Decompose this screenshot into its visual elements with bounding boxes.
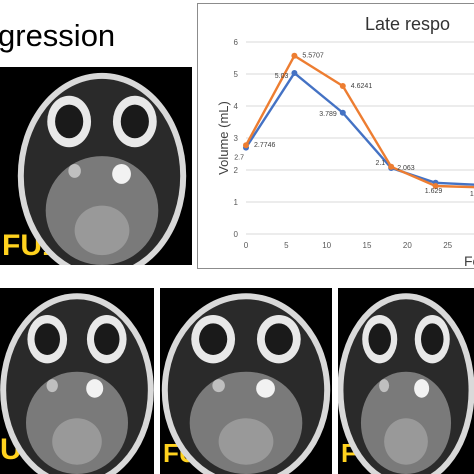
brain-scan-drawing <box>338 293 474 474</box>
enhancing-lesion <box>86 379 104 398</box>
right-eye-inner <box>421 323 444 355</box>
brain-scan-group <box>17 72 187 265</box>
data-label: 5.03 <box>275 73 289 80</box>
cerebellum <box>384 418 428 465</box>
y-tick-label: 0 <box>234 230 239 239</box>
cerebellum <box>52 418 102 465</box>
brain-scan-drawing <box>0 293 154 474</box>
data-label: 5.5707 <box>302 53 324 60</box>
chart-title: Late respo <box>365 14 451 34</box>
right-eye-inner <box>264 323 293 355</box>
data-label: 2.063 <box>397 165 415 172</box>
left-eye-inner <box>34 323 60 355</box>
right-eye-inner <box>94 323 120 355</box>
x-axis-label: Fo <box>464 253 474 268</box>
series-line <box>244 71 474 186</box>
series-point <box>243 142 249 149</box>
mri-scan-fu3: U3 <box>0 288 154 474</box>
enhancing-lesion <box>414 379 430 398</box>
x-tick-label: 15 <box>363 241 372 250</box>
y-tick-label: 4 <box>234 102 239 111</box>
x-tick-label: 0 <box>244 241 249 250</box>
x-tick-label: 5 <box>284 241 289 250</box>
series-point <box>388 163 395 170</box>
y-tick-label: 6 <box>234 38 239 47</box>
data-label: 4.6241 <box>351 83 373 90</box>
data-label: 2.1 <box>375 160 385 167</box>
brain-scan-drawing <box>17 72 187 265</box>
series-point <box>339 109 346 116</box>
cerebellum <box>218 418 274 465</box>
series-line <box>244 54 474 189</box>
bright-region <box>379 379 390 393</box>
data-label: 2.7 <box>234 155 244 162</box>
left-eye-inner <box>55 104 84 139</box>
volume-chart: 0 1 2 3 4 5 6 0 5 10 15 20 25 Volume (mL) Fo 2.7 2.7746 5… <box>197 3 474 269</box>
mri-scan-fu4: FU4 <box>160 288 332 474</box>
brain-scan-group <box>338 293 474 474</box>
y-tick-label: 3 <box>234 134 239 143</box>
y-tick-label: 2 <box>234 166 239 175</box>
volume-chart-svg: 0 1 2 3 4 5 6 0 5 10 15 20 25 Volume (mL) Fo 2.7 2.7746 5… <box>216 38 474 268</box>
bright-region <box>68 164 81 178</box>
y-tick-label: 5 <box>234 70 239 79</box>
left-eye-inner <box>368 323 391 355</box>
enhancing-lesion <box>112 164 131 184</box>
series-point <box>291 70 298 77</box>
data-label: 3.789 <box>319 111 337 118</box>
series-point <box>432 183 439 189</box>
bright-region <box>212 379 225 393</box>
x-tick-label: 25 <box>443 241 452 250</box>
data-label: 2.7746 <box>254 142 276 149</box>
x-tick-label: 10 <box>322 241 331 250</box>
brain-scan-drawing <box>161 293 331 474</box>
data-label: 1.513 <box>470 191 474 198</box>
y-tick-label: 1 <box>234 198 239 207</box>
series-point <box>291 52 298 59</box>
left-eye-inner <box>199 323 228 355</box>
y-axis-label: Volume (mL) <box>216 101 231 175</box>
series-point <box>339 83 346 90</box>
brain-scan-group <box>161 293 331 474</box>
cerebellum <box>74 205 130 256</box>
data-label: 1.629 <box>425 188 443 195</box>
right-eye-inner <box>120 104 149 139</box>
bright-region <box>46 379 58 393</box>
brain-scan-group <box>0 293 154 474</box>
enhancing-lesion <box>256 379 275 398</box>
x-tick-label: 20 <box>403 241 412 250</box>
figure-heading: gression <box>0 18 116 53</box>
mri-scan-fu5: FU5 <box>338 288 474 474</box>
mri-scan-fu1: FU1 <box>0 67 192 265</box>
